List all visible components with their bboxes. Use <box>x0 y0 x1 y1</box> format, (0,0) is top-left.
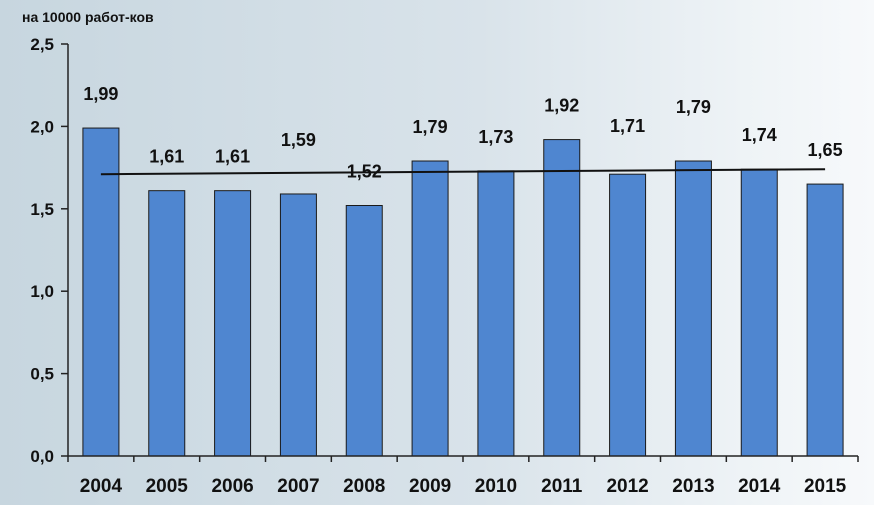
trendline <box>100 168 826 176</box>
data-label: 1,92 <box>544 96 579 116</box>
data-label: 1,79 <box>413 117 448 137</box>
y-tick-label: 2,0 <box>30 117 54 136</box>
trendline-group <box>100 168 826 176</box>
bar <box>411 160 449 457</box>
bar <box>806 183 844 457</box>
x-tick-label: 2013 <box>672 476 714 497</box>
y-axis: 0,0 0,5 1,0 1,5 2,0 2,5 <box>30 35 69 466</box>
data-label: 1,74 <box>742 125 777 145</box>
y-tick-label: 0,5 <box>30 365 54 384</box>
x-tick-label: 2005 <box>146 476 189 497</box>
bar <box>214 190 252 457</box>
bar <box>279 193 317 457</box>
x-tick-label: 2009 <box>409 476 451 497</box>
data-label: 1,73 <box>478 127 513 147</box>
bar <box>609 173 647 457</box>
x-axis: 2004 2005 2006 2007 2008 2009 2010 2011 2012 2013… <box>67 455 859 497</box>
x-tick-label: 2007 <box>277 476 319 497</box>
x-tick-label: 2012 <box>606 476 648 497</box>
bar <box>674 160 712 457</box>
x-tick-label: 2006 <box>211 476 253 497</box>
data-label: 1,79 <box>676 97 711 117</box>
data-label: 1,99 <box>83 84 118 104</box>
y-tick-label: 1,0 <box>30 282 54 301</box>
bar <box>477 170 515 457</box>
data-label: 1,71 <box>610 116 645 136</box>
bar <box>740 168 778 457</box>
unit-label: на 10000 работ-ков <box>22 9 154 25</box>
bar <box>148 190 186 457</box>
x-tick-label: 2015 <box>804 476 847 497</box>
data-label: 1,59 <box>281 130 316 150</box>
y-tick-label: 1,5 <box>30 200 54 219</box>
y-tick-label: 0,0 <box>30 447 54 466</box>
bar <box>82 127 120 457</box>
data-labels: 1,991,61 1,611,591,521,79 1,731,921,711,79… <box>83 84 842 181</box>
data-label: 1,61 <box>149 147 184 167</box>
y-tick-label: 2,5 <box>30 35 54 54</box>
x-tick-label: 2008 <box>343 476 385 497</box>
data-label: 1,65 <box>808 140 843 160</box>
x-tick-label: 2010 <box>475 476 517 497</box>
bars <box>82 127 844 457</box>
data-label: 1,61 <box>215 147 250 167</box>
bar <box>543 139 581 457</box>
x-tick-label: 2011 <box>541 476 583 497</box>
x-tick-label: 2004 <box>80 476 123 497</box>
x-tick-label: 2014 <box>738 476 781 497</box>
bar <box>345 205 383 457</box>
